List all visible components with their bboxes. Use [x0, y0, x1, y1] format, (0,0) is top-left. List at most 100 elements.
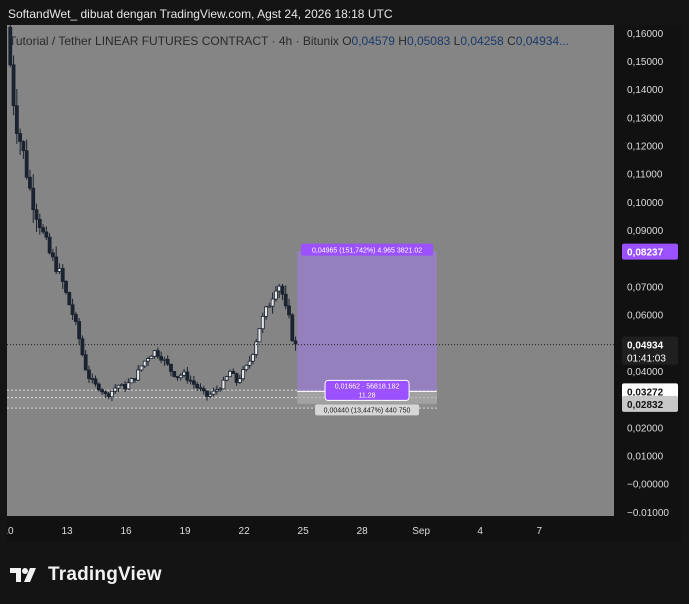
time-tick-label: 28	[357, 526, 369, 537]
candle-body	[201, 388, 206, 392]
candle-body	[31, 187, 36, 211]
time-tick-label: Sep	[412, 526, 430, 537]
candle-body	[221, 379, 226, 390]
candle-body	[113, 387, 118, 392]
candle-body	[34, 209, 39, 220]
time-axis[interactable]: 10 13 16 19 22 25 28 Sep 4 7	[7, 516, 682, 542]
profit-label-box	[301, 243, 434, 256]
candle-body	[283, 293, 288, 307]
candle-body	[37, 218, 42, 229]
symbol-legend: Tutorial / Tether LINEAR FUTURES CONTRAC…	[9, 34, 569, 48]
chart-frame: 0,04965 (151,742%) 4.965 3821.02 0,01662 …	[7, 25, 682, 542]
time-axis-bg	[7, 516, 682, 542]
candle-body	[8, 26, 13, 66]
candle-body	[231, 370, 236, 375]
time-tick-label: 25	[298, 526, 310, 537]
candle-body	[152, 350, 157, 357]
legend-part: L	[454, 34, 461, 48]
candle-body	[188, 379, 193, 382]
candle-body	[149, 355, 154, 359]
candle-body	[70, 304, 75, 315]
legend-part: C	[507, 34, 516, 48]
candle-body	[280, 285, 285, 295]
candle-body	[60, 268, 65, 282]
candle-body	[119, 384, 124, 386]
candle-body	[218, 388, 223, 391]
candle-body	[123, 384, 127, 390]
candle-body	[126, 382, 131, 390]
candle-body	[155, 350, 160, 357]
candle-body	[274, 290, 278, 300]
time-tick-label: 19	[180, 526, 192, 537]
candle-body	[251, 354, 255, 362]
candle-body	[64, 281, 68, 293]
candle-body	[44, 231, 49, 238]
candle-body	[139, 365, 144, 371]
stop-price-label: 0,02832	[627, 400, 664, 411]
price-tick-label: −0,00000	[627, 480, 669, 491]
candle-body	[80, 338, 85, 356]
candle-body	[116, 384, 121, 389]
candle-body	[11, 64, 16, 107]
time-tick-label: 16	[120, 526, 132, 537]
candle-body	[270, 298, 275, 307]
candle-body	[162, 358, 167, 361]
legend-part: Tutorial / Tether LINEAR FUTURES CONTRAC…	[9, 34, 342, 48]
price-tick-label: 0,07000	[627, 282, 664, 293]
candle-body	[159, 355, 164, 361]
price-tick-label: 0,04000	[627, 367, 664, 378]
candle-body	[254, 341, 259, 355]
candle-body	[290, 314, 295, 342]
candle-body	[257, 328, 262, 343]
candle-body	[247, 360, 252, 366]
candle-body	[87, 369, 91, 379]
candle-body	[21, 141, 26, 152]
price-tick-label: 0,01000	[627, 451, 664, 462]
price-tick-label: 0,02000	[627, 423, 664, 434]
candle-body	[172, 371, 177, 377]
stop-label: 0,00440 (13,447%) 440 750	[324, 407, 411, 414]
candle-body	[244, 364, 249, 371]
candle-body	[100, 389, 104, 393]
time-tick-label: 13	[61, 526, 73, 537]
candle-body	[129, 378, 134, 384]
price-tick-label: −0,01000	[627, 508, 669, 519]
price-tick-label: 0,16000	[627, 29, 664, 40]
entry-label-box	[324, 379, 410, 401]
candle-body	[224, 376, 229, 381]
candle-body	[237, 378, 242, 383]
stop-label-box	[315, 404, 420, 416]
candle-body	[146, 358, 150, 362]
entry-label-line2: 11,28	[359, 392, 376, 399]
candle-body	[28, 176, 32, 189]
candle-body	[165, 358, 170, 365]
legend-part: 0,04258	[460, 34, 507, 48]
candle-body	[267, 305, 272, 308]
candle-body	[132, 378, 137, 381]
candle-body	[77, 321, 82, 340]
long-position-tool[interactable]: 0,04965 (151,742%) 4.965 3821.02 0,01662 …	[7, 243, 682, 416]
time-tick-label: 22	[239, 526, 251, 537]
candle-series	[8, 25, 298, 402]
price-chart[interactable]: 0,04965 (151,742%) 4.965 3821.02 0,01662 …	[7, 25, 682, 542]
price-axis[interactable]: 0,16000 0,15000 0,14000 0,13000 0,12000 0,110…	[614, 25, 682, 542]
candle-body	[73, 314, 78, 322]
candle-body	[96, 383, 101, 391]
chart-caption: SoftandWet_ dibuat dengan TradingView.co…	[8, 7, 393, 21]
candle-body	[241, 369, 246, 380]
candle-body	[47, 236, 52, 254]
candle-body	[192, 380, 196, 385]
current-price-label-countdown: 01:41:03	[627, 354, 666, 365]
legend-part: O	[342, 34, 351, 48]
candle-body	[175, 376, 180, 379]
candle-body	[228, 370, 232, 378]
price-axis-bg	[614, 25, 682, 542]
stop-price-label-box	[622, 395, 678, 412]
entry-price-label-box	[622, 383, 678, 400]
target-price-label: 0,08237	[627, 248, 664, 259]
candle-body	[57, 268, 62, 272]
tradingview-logo-icon	[10, 568, 36, 582]
profit-label: 0,04965 (151,742%) 4.965 3821.02	[312, 248, 422, 255]
price-tick-label: 0,09000	[627, 226, 664, 237]
legend-part: 0,05083	[407, 34, 454, 48]
